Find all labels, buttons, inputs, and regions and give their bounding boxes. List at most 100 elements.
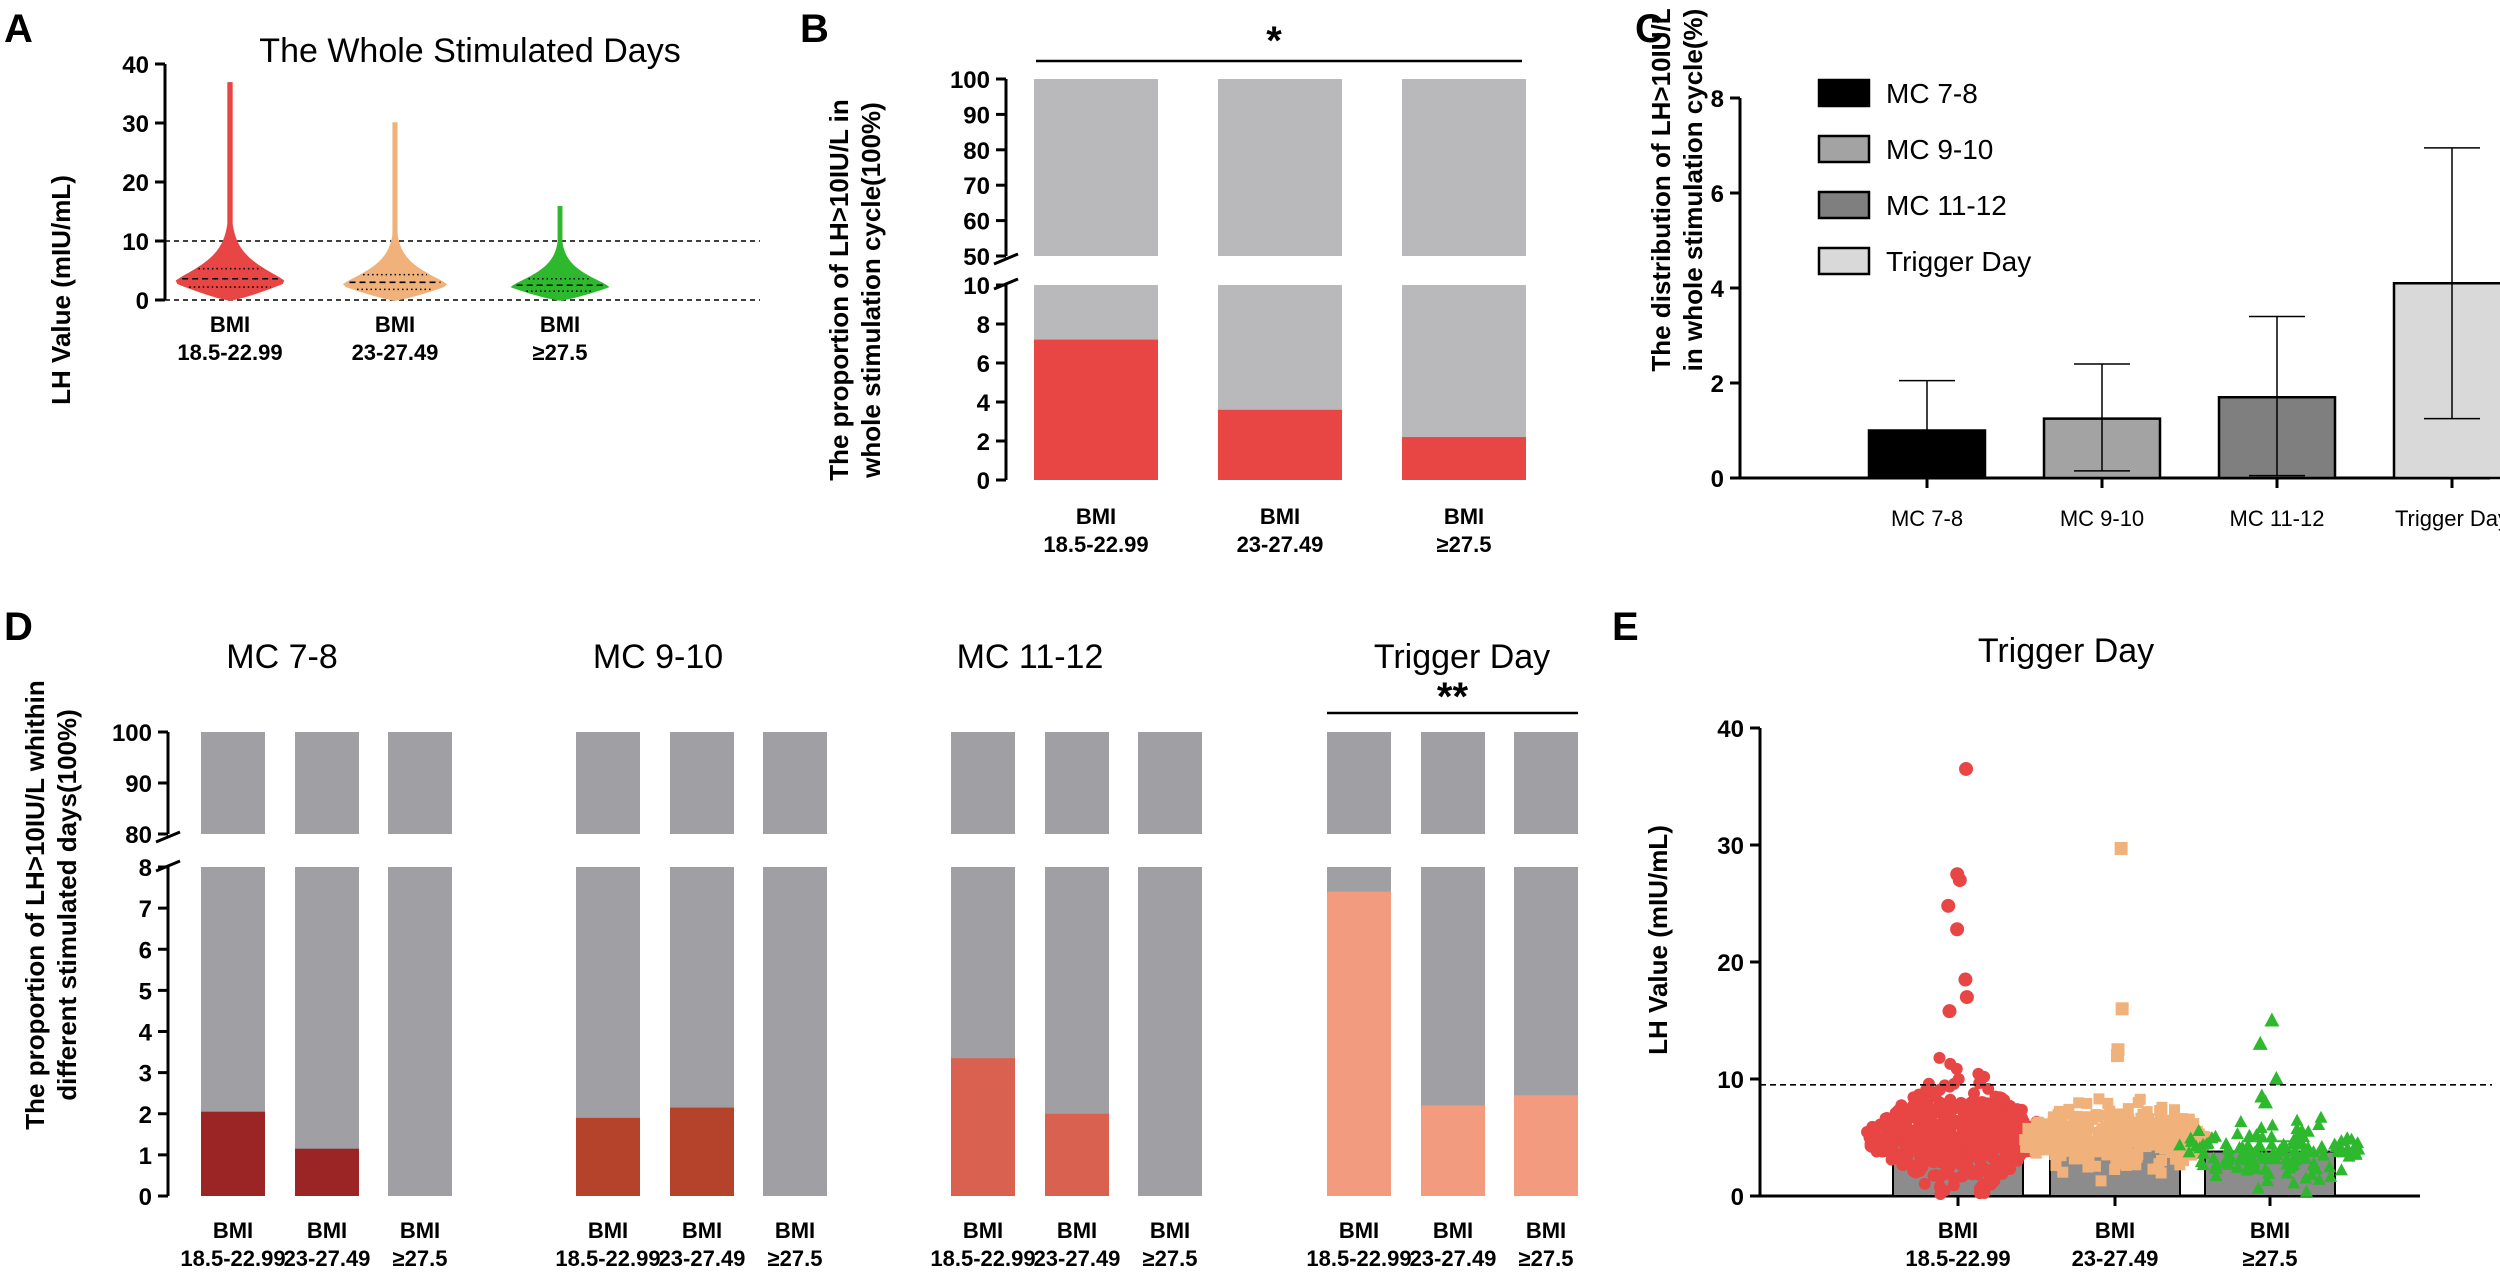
group-title: MC 9-10 (593, 638, 723, 676)
category-label-line1: BMI (210, 312, 250, 337)
data-point (2030, 1138, 2042, 1150)
data-point (1916, 1161, 1929, 1174)
data-point (2324, 1170, 2338, 1183)
bar-upper-segment (295, 732, 359, 834)
legend-label: MC 7-8 (1886, 78, 1978, 109)
bar-upper-segment (1138, 732, 1202, 834)
category-label: Trigger Day (2395, 506, 2500, 531)
data-point (1963, 1133, 1976, 1146)
panel-d-plot-area: ** (155, 675, 1578, 1196)
data-point (1948, 1100, 1961, 1113)
data-point (2312, 1118, 2326, 1131)
data-point (2030, 1124, 2042, 1136)
panel-e-scatter-chart: Trigger Day LH Value (mIU/mL) 010203040 … (1643, 632, 2492, 1271)
y-tick-label: 0 (977, 468, 990, 495)
category-label-line2: 23-27.49 (352, 340, 439, 365)
data-point (2156, 1129, 2168, 1141)
data-point (1987, 1163, 2000, 1176)
data-point (2262, 1166, 2276, 1179)
data-point (2230, 1127, 2244, 1140)
outlier-point (2257, 1094, 2273, 1109)
data-point (1944, 1132, 1957, 1145)
data-point (2288, 1152, 2302, 1165)
data-point (2159, 1143, 2171, 1155)
y-tick-label: 80 (125, 822, 152, 849)
data-point (2301, 1124, 2315, 1137)
category-label-line2: 23-27.49 (1237, 532, 1324, 557)
data-point (2287, 1176, 2301, 1189)
data-point (1907, 1165, 1920, 1178)
outlier-point (1959, 761, 1974, 776)
panel-b-plot-area (993, 79, 1526, 480)
y-tick-label: 8 (139, 855, 152, 882)
bar-lower-background (388, 867, 452, 1196)
data-point (2154, 1104, 2166, 1116)
bar-upper-segment (1034, 79, 1158, 256)
y-tick-label: 100 (950, 67, 990, 94)
data-point (2022, 1122, 2034, 1134)
data-point (2167, 1144, 2179, 1156)
data-point (2266, 1145, 2280, 1158)
data-point (2133, 1121, 2145, 1133)
data-point (2057, 1166, 2069, 1178)
data-point (2120, 1145, 2132, 1157)
data-point (2260, 1174, 2274, 1187)
data-point (2170, 1127, 2182, 1139)
y-tick-label: 0 (1711, 466, 1724, 493)
outlier-point (1950, 922, 1965, 937)
data-point (2252, 1138, 2266, 1151)
legend-label: MC 11-12 (1886, 190, 2007, 221)
outlier-point (2268, 1071, 2284, 1085)
data-point (2248, 1155, 2262, 1168)
data-point (1961, 1156, 1974, 1169)
category-label-line1: BMI (1057, 1218, 1097, 1243)
panel-a-plot-area (163, 64, 760, 301)
data-point (2242, 1128, 2256, 1141)
data-point (2022, 1136, 2034, 1148)
data-point (2109, 1163, 2121, 1175)
panel-b-significance-star: * (1266, 19, 1282, 63)
outlier-point (2114, 842, 2128, 856)
data-point (2287, 1157, 2301, 1170)
panel-label-a: A (4, 7, 33, 51)
violin-series-3 (510, 206, 610, 301)
outlier-point (1958, 972, 1973, 987)
category-label-line1: BMI (1938, 1218, 1978, 1243)
panel-d-y-axis-label-line1: The proportion of LH>10IU/L whithin (20, 680, 50, 1129)
panel-a-title: The Whole Stimulated Days (259, 32, 680, 70)
data-point (1886, 1138, 1899, 1151)
data-point (2059, 1126, 2071, 1138)
group-title: MC 7-8 (226, 638, 337, 676)
data-point (2314, 1110, 2328, 1123)
panel-d-grouped-stacked-bar-chart: The proportion of LH>10IU/L whithin diff… (20, 638, 1578, 1271)
data-point (2071, 1110, 2083, 1122)
data-point (1934, 1188, 1947, 1201)
data-point (2104, 1105, 2116, 1117)
category-label-line2: ≥27.5 (1437, 532, 1492, 557)
panel-a-y-ticks: 0 10 20 30 40 (122, 52, 165, 315)
legend-swatch (1817, 246, 1871, 276)
y-tick-label: 10 (1717, 1067, 1744, 1094)
axis-break-mark (155, 859, 181, 873)
bar-upper-segment (1402, 79, 1526, 256)
y-tick-label: 30 (1717, 833, 1744, 860)
axis-break-mark (993, 277, 1019, 291)
data-point (2317, 1148, 2331, 1161)
y-tick-label: 40 (1717, 716, 1744, 743)
data-point (2052, 1109, 2064, 1121)
data-point (1933, 1051, 1946, 1064)
data-point (2000, 1129, 2013, 1142)
bar-lh-proportion (1421, 1105, 1485, 1196)
data-point (2169, 1153, 2181, 1165)
data-point (2169, 1133, 2181, 1145)
bar-lh-proportion (1218, 409, 1342, 480)
data-point (1940, 1165, 1953, 1178)
panel-c-plot-area (1738, 98, 2500, 488)
axis-break-mark (155, 830, 181, 844)
category-label-line2: 23-27.49 (659, 1246, 746, 1271)
panel-c-y-axis-label-line1: The distribution of LH>10IU/L (1646, 8, 1676, 371)
data-point (2082, 1161, 2094, 1173)
panel-e-y-ticks: 0 10 20 30 40 (1717, 716, 1760, 1211)
panel-c-bar-chart: The distribution of LH>10IU/L in whole s… (1646, 8, 2500, 531)
